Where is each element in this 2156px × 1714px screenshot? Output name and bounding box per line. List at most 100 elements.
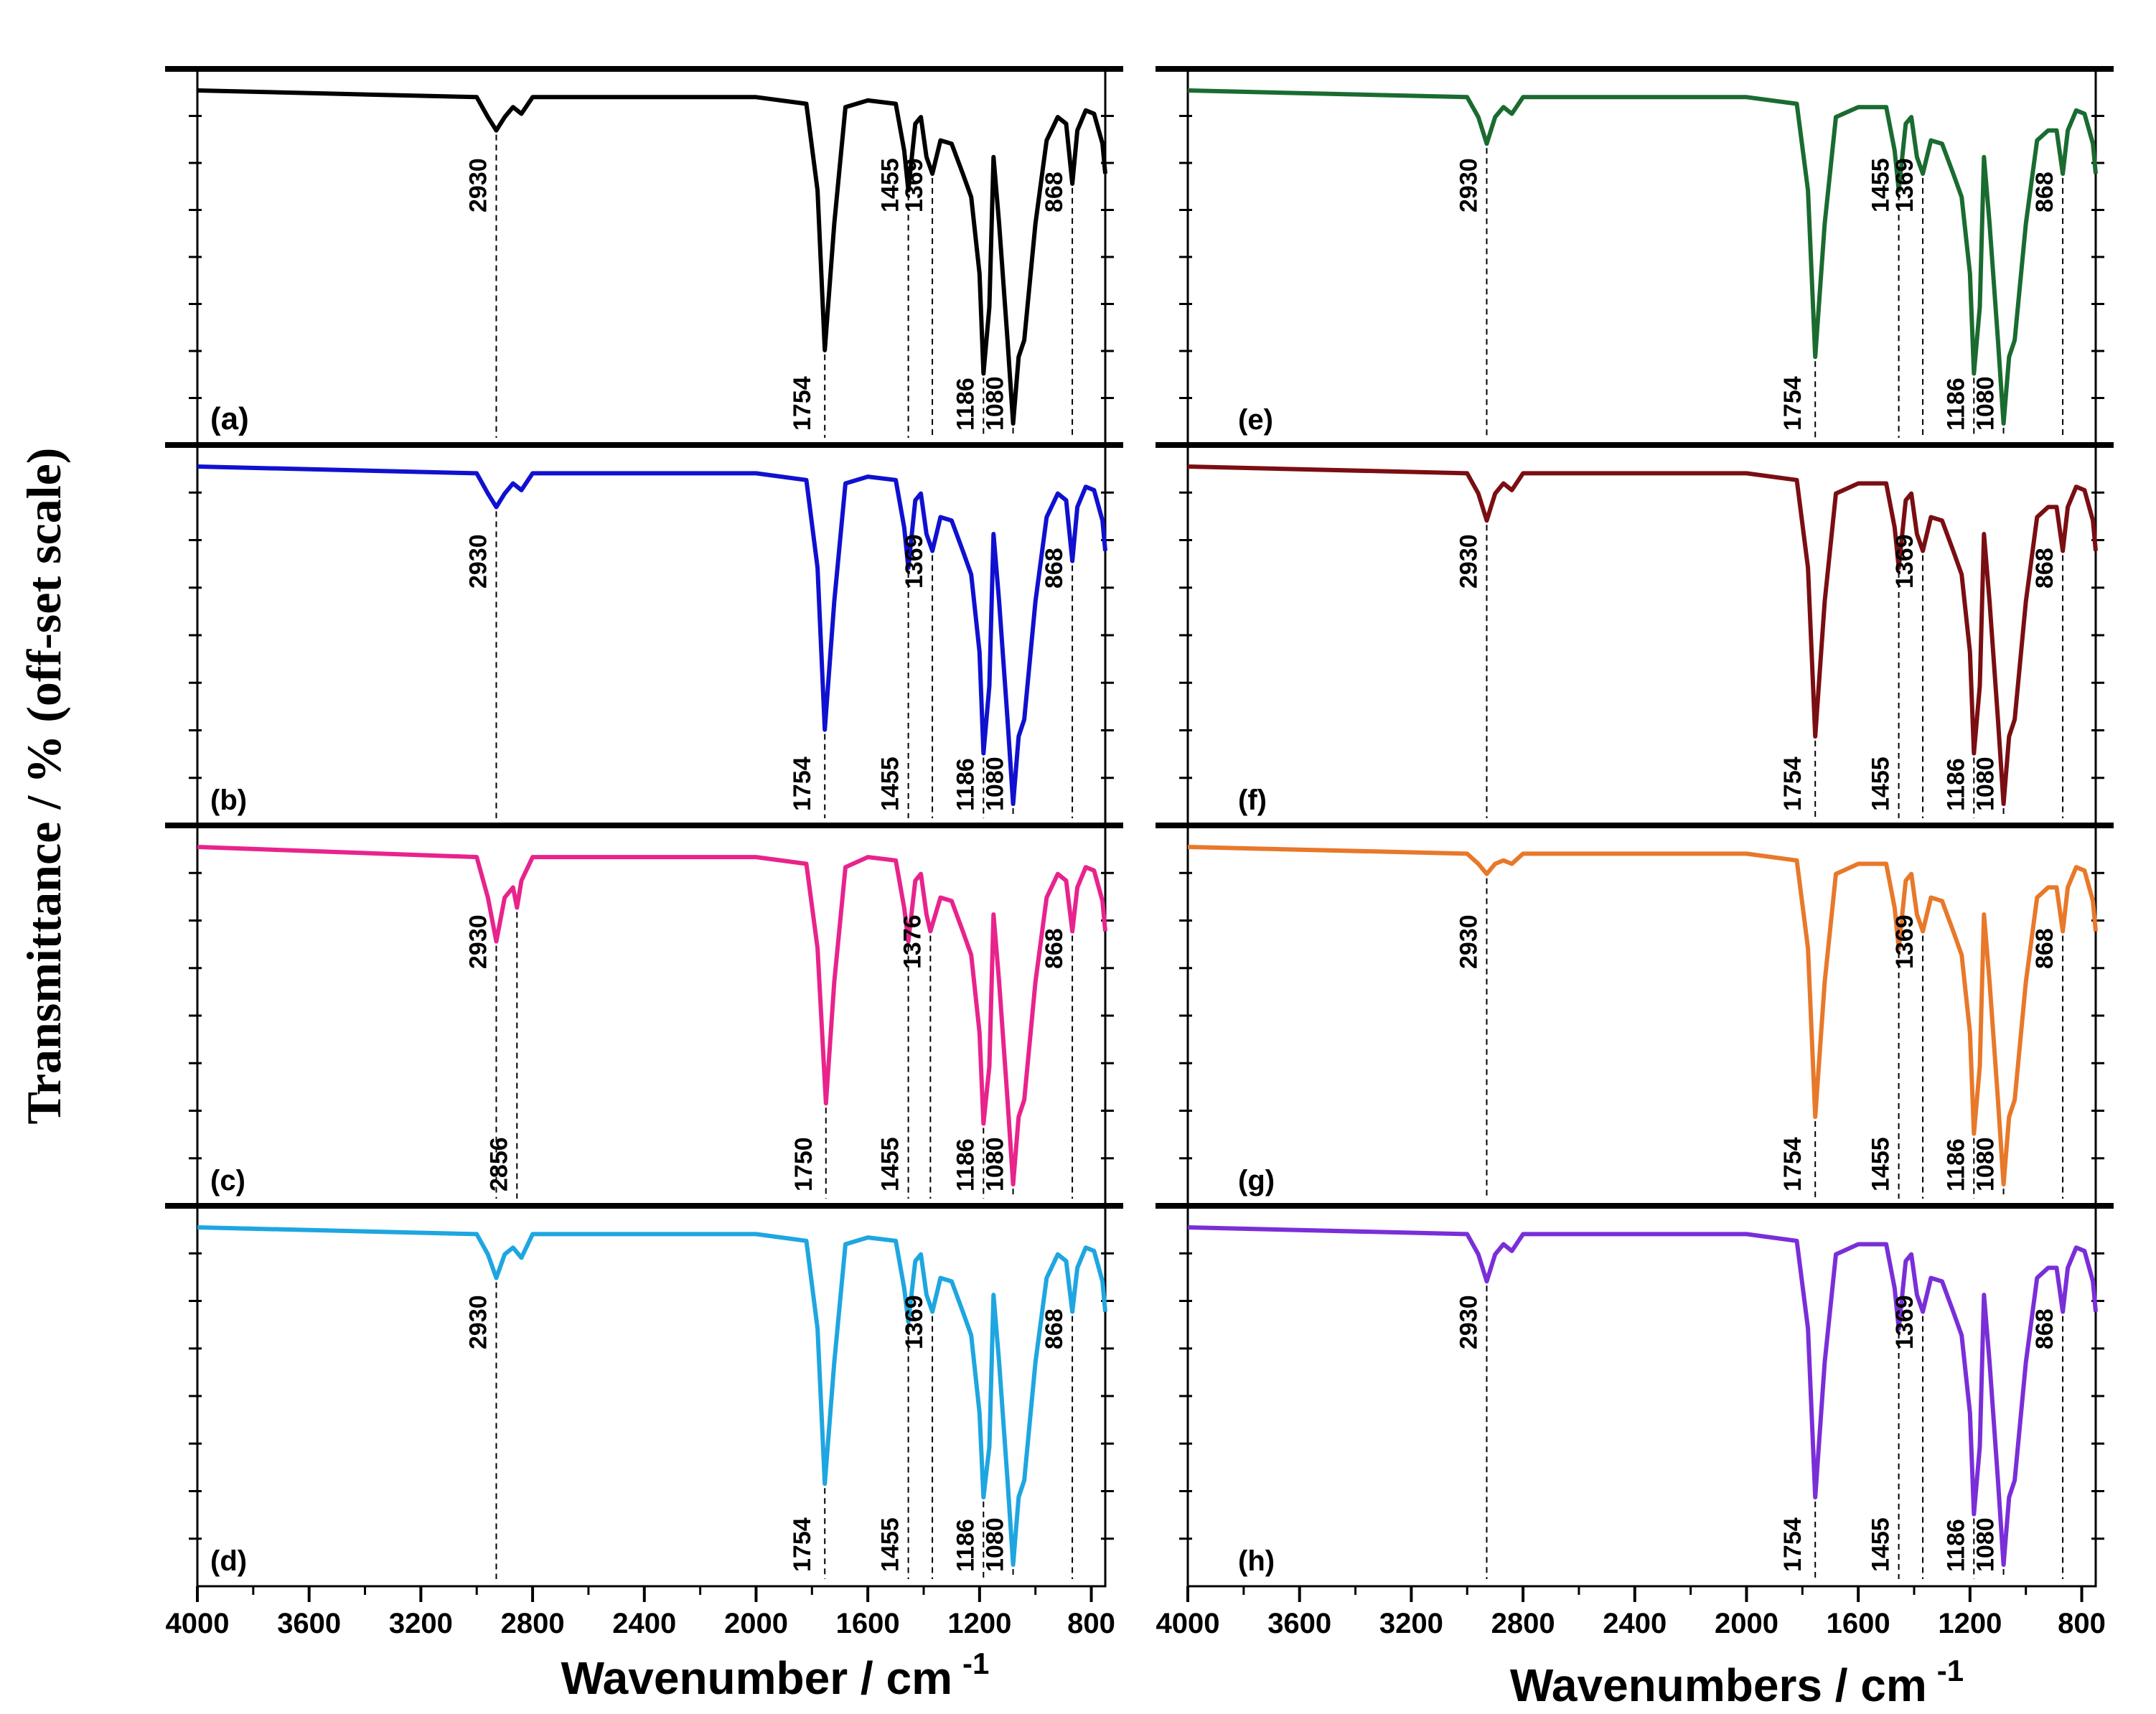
spectrum-line [197,1225,1107,1567]
peak-label: 868 [2031,928,2058,969]
peak-label: 1186 [952,378,979,431]
x-tick-label: 1200 [1938,1608,2002,1639]
panel-g: 2930 1754 1455 1369 1186 1080 868 (g) [1156,823,2114,1207]
left-x-axis-label: Wavenumber / cm -1 [561,1647,990,1704]
peak-label: 1455 [877,158,904,212]
svg-text:Wavenumbers / cm-1: Wavenumbers / cm -1 [1510,1654,1964,1711]
peak-label: 1455 [877,757,904,811]
panel-letter: (f) [1238,785,1267,816]
peak-label: 1186 [1942,1138,1969,1191]
x-tick-label: 2800 [501,1608,565,1639]
y-axis-label: Transmittance / % (off-set scale) [17,448,71,1125]
peak-label: 868 [1041,548,1068,589]
peak-label: 1754 [789,376,816,431]
x-tick-label: 1600 [1827,1608,1890,1639]
spectrum-line [197,464,1107,806]
peak-label: 1186 [952,1519,979,1572]
x-tick-label: 800 [2058,1608,2106,1639]
x-tick-label: 2400 [1603,1608,1667,1639]
panel-letter: (d) [210,1545,247,1577]
peak-label: 868 [2031,1308,2058,1349]
peak-label: 1369 [901,534,928,589]
peak-label: 1455 [1867,158,1895,212]
peak-label: 1369 [901,158,928,212]
peak-label: 868 [1041,1308,1068,1349]
peak-label: 1369 [1891,534,1918,589]
x-tick-label: 3600 [1267,1608,1331,1639]
spectrum-line [197,88,1107,426]
peak-label: 1186 [1942,758,1969,811]
peak-label: 2930 [464,158,492,212]
x-tick-label: 1200 [947,1608,1011,1639]
peak-label: 1754 [789,757,816,811]
peak-label: 868 [2031,172,2058,212]
panel-letter: (b) [210,785,247,816]
peak-label: 1080 [982,376,1009,431]
panel-d: 2930 1754 1455 1369 1186 1080 868 (d) [165,1203,1123,1588]
peak-label: 1455 [1867,1517,1895,1572]
peak-label: 2856 [485,1137,512,1191]
peak-label: 2930 [1455,534,1482,589]
panel-letter: (e) [1238,404,1273,436]
x-tick-label: 3200 [389,1608,453,1639]
peak-label: 868 [1041,172,1068,212]
x-tick-label: 2000 [724,1608,788,1639]
peak-label: 2930 [1455,914,1482,969]
peak-label: 1186 [1942,1519,1969,1572]
spectrum-line [1187,88,2098,426]
x-tick-label: 3600 [277,1608,341,1639]
spectrum-line [1187,464,2098,806]
peak-label: 1455 [1867,1137,1895,1191]
peak-label: 2930 [464,534,492,589]
peak-label: 1376 [899,914,926,969]
peak-label: 1750 [790,1137,817,1191]
x-tick-label: 1600 [836,1608,900,1639]
peak-label: 1754 [1779,1517,1806,1572]
peak-label: 2930 [464,1295,492,1349]
x-tick-label: 2800 [1491,1608,1555,1639]
peak-label: 1186 [952,1138,979,1191]
peak-label: 2930 [1455,158,1482,212]
spectrum-line [1187,845,2098,1186]
spectrum-line [1187,1225,2098,1567]
x-tick-label: 2000 [1715,1608,1778,1639]
peak-label: 868 [1041,928,1068,969]
spectrum-line [197,845,1107,1186]
peak-label: 1369 [1891,914,1918,969]
x-tick-label: 3200 [1379,1608,1443,1639]
right-x-axis-ticks: 4000 3600 3200 2800 2400 2000 1600 1200 800 [1156,1586,2106,1639]
peak-label: 1186 [952,758,979,811]
x-tick-label: 2400 [612,1608,676,1639]
panel-h: 2930 1754 1455 1369 1186 1080 868 (h) [1156,1203,2114,1588]
right-x-axis-label-superscript: -1 [1937,1654,1964,1687]
peak-label: 1754 [789,1517,816,1572]
peak-label: 1080 [1972,376,2000,431]
left-x-axis-ticks: 4000 3600 3200 2800 2400 2000 1600 1200 800 [166,1586,1115,1639]
peak-label: 1369 [1891,158,1918,212]
panel-letter: (g) [1238,1165,1275,1196]
peak-label: 1369 [1891,1295,1918,1349]
peak-label: 1080 [982,1517,1009,1572]
x-tick-label: 4000 [1156,1608,1220,1639]
left-x-axis-label-text: Wavenumber / cm [561,1652,952,1704]
peak-label: 868 [2031,548,2058,589]
panel-letter: (c) [210,1165,245,1196]
peak-label: 1455 [877,1517,904,1572]
peak-label: 1080 [1972,757,2000,811]
panel-letter: (h) [1238,1545,1275,1577]
peak-label: 1080 [982,757,1009,811]
peak-label: 1455 [1867,757,1895,811]
right-x-axis-label-text: Wavenumbers / cm [1510,1659,1927,1711]
peak-label: 1754 [1779,1137,1806,1191]
panel-f: 2930 1754 1455 1369 1186 1080 868 (f) [1156,442,2114,827]
peak-label: 1186 [1942,378,1969,431]
peak-label: 1455 [877,1137,904,1191]
peak-label: 1754 [1779,757,1806,811]
x-tick-label: 4000 [166,1608,230,1639]
peak-label: 1080 [982,1137,1009,1191]
left-x-axis-label-superscript: -1 [962,1647,989,1680]
right-x-axis-label: Wavenumbers / cm -1 [1510,1654,1964,1711]
